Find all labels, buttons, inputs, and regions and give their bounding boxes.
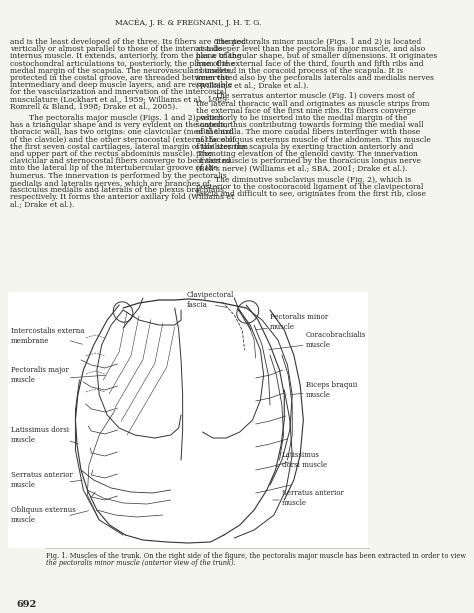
- Text: Fig. 1. Muscles of the trunk. On the right side of the figure, the pectoralis ma: Fig. 1. Muscles of the trunk. On the rig…: [46, 552, 466, 560]
- Text: Romrell & Bland, 1998; Drake et al., 2005).: Romrell & Bland, 1998; Drake et al., 200…: [9, 103, 177, 111]
- Text: has a triangular shape and is very evident on the anterior: has a triangular shape and is very evide…: [9, 121, 230, 129]
- Text: Obliquus externus
muscle: Obliquus externus muscle: [11, 506, 76, 524]
- Text: posteriorly to be inserted into the medial margin of the: posteriorly to be inserted into the medi…: [196, 114, 408, 122]
- Text: (Williams et al.; Drake et al.).: (Williams et al.; Drake et al.).: [196, 81, 309, 89]
- Text: has a triangular shape, but of smaller dimensions. It originates: has a triangular shape, but of smaller d…: [196, 52, 438, 61]
- Text: posterior to the costocoracoid ligament of the clavipectoral: posterior to the costocoracoid ligament …: [196, 183, 423, 191]
- Text: the pectoralis minor muscle (anterior view of the trunk).: the pectoralis minor muscle (anterior vi…: [46, 559, 236, 567]
- Text: and upper part of the rectus abdominis muscle). The: and upper part of the rectus abdominis m…: [9, 150, 211, 158]
- Text: (Bell's nerve) (Williams et al.; SBA, 2001; Drake et al.).: (Bell's nerve) (Williams et al.; SBA, 20…: [196, 164, 408, 172]
- Text: Clavipectoral
fascia: Clavipectoral fascia: [187, 291, 234, 308]
- Text: protected in the costal groove, are threaded between the: protected in the costal groove, are thre…: [9, 74, 229, 82]
- Text: into the lateral lip of the intertubercular groove of the: into the lateral lip of the intertubercu…: [9, 164, 217, 172]
- Text: for the vascularization and innervation of the intercostal: for the vascularization and innervation …: [9, 88, 226, 96]
- Text: Biceps braquii
muscle: Biceps braquii muscle: [306, 381, 357, 398]
- Text: clavicular and sternocostal fibers converge to be inserted: clavicular and sternocostal fibers conve…: [9, 157, 230, 165]
- Text: innervated also by the pectoralis lateralis and medialis nerves: innervated also by the pectoralis latera…: [196, 74, 434, 82]
- Text: The diminutive subclavius muscle (Fig. 2), which is: The diminutive subclavius muscle (Fig. 2…: [196, 175, 411, 184]
- Text: the first seven costal cartilages, lateral margin of the sternum: the first seven costal cartilages, later…: [9, 143, 247, 151]
- Text: fasciculus medialis and lateralis of the plexus brachialis,: fasciculus medialis and lateralis of the…: [9, 186, 226, 194]
- Text: Latissimus
dorsi muscle: Latissimus dorsi muscle: [282, 451, 327, 468]
- Text: fascia and difficult to see, originates from the first rib, close: fascia and difficult to see, originates …: [196, 190, 426, 198]
- Text: Pectoralis major
muscle: Pectoralis major muscle: [11, 367, 69, 384]
- Text: The serratus anterior muscle (Fig. 1) covers most of: The serratus anterior muscle (Fig. 1) co…: [196, 93, 415, 101]
- Text: The pectoralis minor muscle (Figs. 1 and 2) is located: The pectoralis minor muscle (Figs. 1 and…: [196, 38, 421, 46]
- Text: of the clavicle) and the other sternocostal (external face of: of the clavicle) and the other sternocos…: [9, 135, 235, 143]
- Text: respectively. It forms the anterior axillary fold (Williams et: respectively. It forms the anterior axil…: [9, 193, 234, 201]
- Text: vertically or almost parallel to those of the intercostalis: vertically or almost parallel to those o…: [9, 45, 222, 53]
- Text: intermediary and deep muscle layers, and are responsible: intermediary and deep muscle layers, and…: [9, 81, 232, 89]
- Text: thoracic wall, has two origins: one clavicular (medial third: thoracic wall, has two origins: one clav…: [9, 128, 233, 137]
- Text: Latissimus dorsi
muscle: Latissimus dorsi muscle: [11, 427, 69, 444]
- Text: at a deeper level than the pectoralis major muscle, and also: at a deeper level than the pectoralis ma…: [196, 45, 425, 53]
- Text: Pectoralis minor
muscle: Pectoralis minor muscle: [270, 313, 328, 330]
- Text: of the axilla. The more caudal fibers interfinger with those: of the axilla. The more caudal fibers in…: [196, 128, 420, 137]
- Text: medial margin of the scapula. The neurovascular bundles,: medial margin of the scapula. The neurov…: [9, 67, 232, 75]
- Text: of this muscle is performed by the thoracicus longus nerve: of this muscle is performed by the thora…: [196, 157, 421, 165]
- Text: The pectoralis major muscle (Figs. 1 and 2), which: The pectoralis major muscle (Figs. 1 and…: [9, 114, 223, 122]
- Text: from the external face of the third, fourth and fifth ribs and: from the external face of the third, fou…: [196, 59, 424, 67]
- Text: Serratus anterior
muscle: Serratus anterior muscle: [282, 489, 344, 506]
- Text: the lateral thoracic wall and originates as muscle strips from: the lateral thoracic wall and originates…: [196, 99, 429, 108]
- Text: 692: 692: [16, 600, 36, 609]
- Text: internus muscle. It extends, anteriorly, from the plane of the: internus muscle. It extends, anteriorly,…: [9, 52, 241, 61]
- Text: medialis and lateralis nerves, which are branches of: medialis and lateralis nerves, which are…: [9, 179, 210, 187]
- Text: promoting elevation of the glenoid cavity. The innervation: promoting elevation of the glenoid cavit…: [196, 150, 418, 158]
- Text: stabilizes the scapula by exerting traction anteriorly and: stabilizes the scapula by exerting tract…: [196, 143, 413, 151]
- Text: Intercostalis externa
membrane: Intercostalis externa membrane: [11, 327, 85, 345]
- Text: Coracobrachialis
muscle: Coracobrachialis muscle: [306, 332, 366, 349]
- Text: al.; Drake et al.).: al.; Drake et al.).: [9, 200, 74, 208]
- Text: is inserted in the coracoid process of the scapula. It is: is inserted in the coracoid process of t…: [196, 67, 403, 75]
- Text: scapula, thus contributing towards forming the medial wall: scapula, thus contributing towards formi…: [196, 121, 424, 129]
- FancyBboxPatch shape: [8, 292, 368, 548]
- Text: and is the least developed of the three. Its fibers are oriented: and is the least developed of the three.…: [9, 38, 246, 46]
- Text: Serratus anterior
muscle: Serratus anterior muscle: [11, 471, 73, 489]
- Text: the external face of the first nine ribs. Its fibers converge: the external face of the first nine ribs…: [196, 107, 416, 115]
- Text: humerus. The innervation is performed by the pectoralis: humerus. The innervation is performed by…: [9, 172, 226, 180]
- Text: of the obliquus externus muscle of the abdomen. This muscle: of the obliquus externus muscle of the a…: [196, 135, 431, 143]
- Text: MACÉA, J. R. & FREGNANI, J. H. T. G.: MACÉA, J. R. & FREGNANI, J. H. T. G.: [115, 18, 261, 27]
- Text: musculature (Lockhart et al., 1959; Williams et al., 1989;: musculature (Lockhart et al., 1959; Will…: [9, 96, 229, 104]
- Text: costochondral articulations to, posteriorly, the plane of the: costochondral articulations to, posterio…: [9, 59, 235, 67]
